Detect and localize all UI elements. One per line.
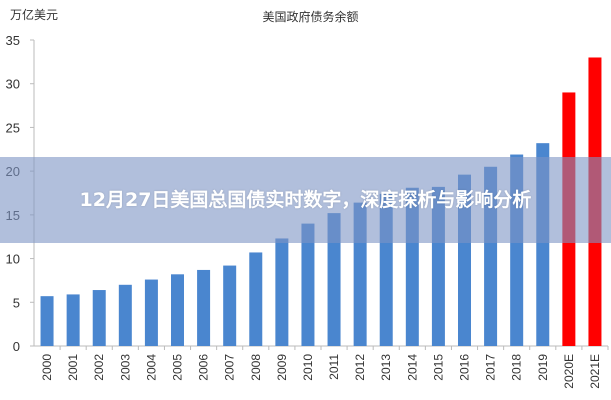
- bar-2003: [118, 284, 132, 346]
- x-tick-label: 2014: [405, 354, 419, 381]
- bar-2002: [92, 290, 106, 346]
- x-tick-label: 2021E: [588, 354, 602, 389]
- y-tick-label: 35: [6, 33, 20, 48]
- y-tick-label: 10: [6, 252, 20, 267]
- bar-2004: [144, 279, 158, 346]
- x-tick-label: 2003: [118, 354, 132, 381]
- x-tick-label: 2013: [379, 354, 393, 381]
- y-tick-label: 5: [13, 295, 20, 310]
- x-tick-label: 2006: [197, 354, 211, 381]
- x-tick-label: 2000: [40, 354, 54, 381]
- x-tick-label: 2008: [249, 354, 263, 381]
- x-tick-label: 2019: [536, 354, 550, 381]
- x-tick-label: 2010: [301, 354, 315, 381]
- bar-2009: [275, 238, 289, 346]
- y-tick-label: 0: [13, 339, 20, 354]
- x-tick-label: 2005: [171, 354, 185, 381]
- bar-2000: [40, 296, 54, 346]
- y-tick-label: 25: [6, 120, 20, 135]
- x-tick-label: 2001: [66, 354, 80, 381]
- bar-2008: [249, 252, 263, 346]
- x-tick-label: 2011: [327, 354, 341, 380]
- article-title: 12月27日美国总国债实时数字，深度探析与影响分析: [79, 189, 532, 211]
- x-tick-label: 2009: [275, 354, 289, 381]
- bar-2006: [197, 269, 211, 346]
- x-tick-label: 2004: [144, 354, 158, 381]
- x-tick-label: 2007: [223, 354, 237, 381]
- x-tick-label: 2020E: [562, 354, 576, 389]
- x-tick-label: 2018: [510, 354, 524, 381]
- bar-2001: [66, 294, 80, 346]
- x-tick-label: 2016: [458, 354, 472, 381]
- y-tick-label: 30: [6, 77, 20, 92]
- bar-2007: [223, 265, 237, 346]
- bar-2011: [327, 213, 341, 346]
- x-tick-label: 2002: [92, 354, 106, 381]
- x-tick-label: 2012: [353, 354, 367, 381]
- title-banner: 12月27日美国总国债实时数字，深度探析与影响分析: [0, 157, 611, 243]
- x-tick-label: 2017: [484, 354, 498, 381]
- bar-2010: [301, 223, 315, 346]
- x-tick-label: 2015: [431, 354, 445, 381]
- y-axis-unit-label: 万亿美元: [10, 8, 59, 22]
- chart-title: 美国政府债务余额: [262, 10, 359, 24]
- bar-2005: [171, 274, 184, 346]
